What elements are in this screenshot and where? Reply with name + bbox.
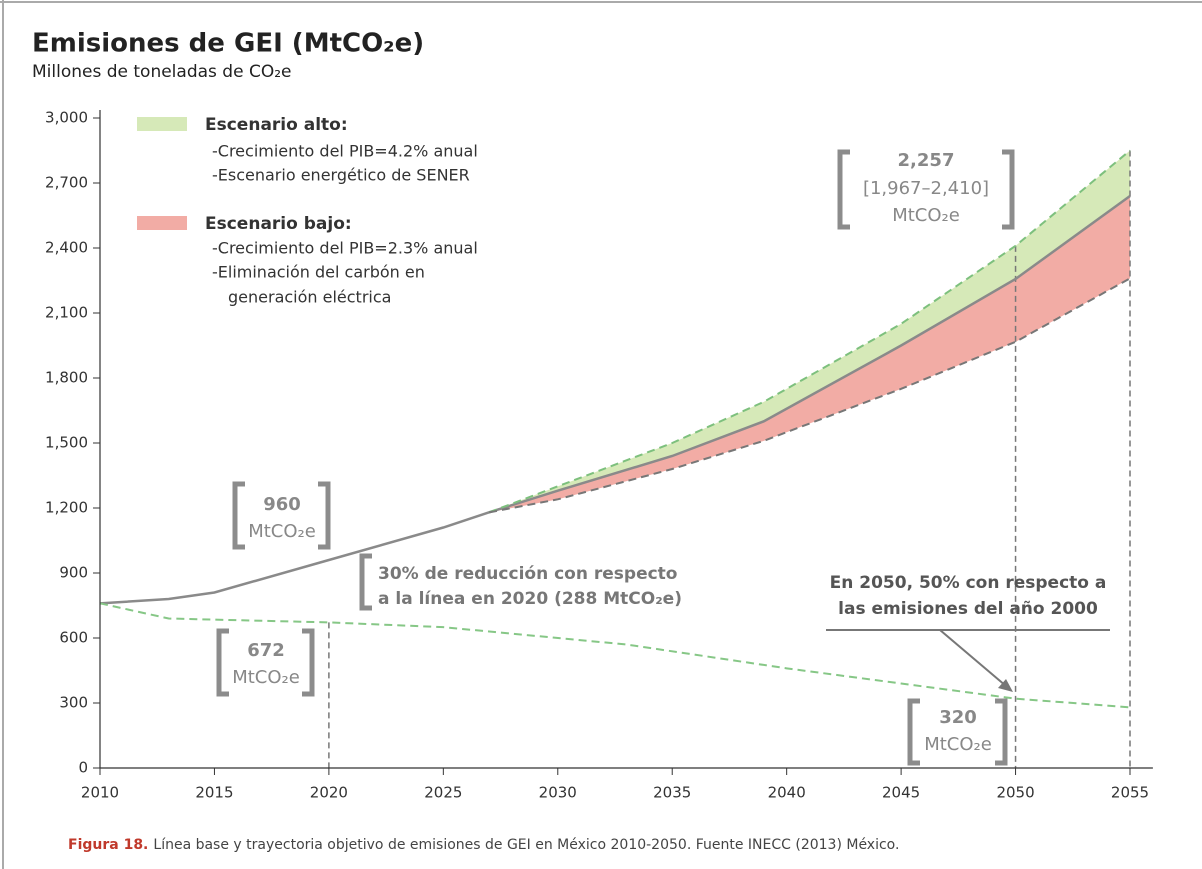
y-tick-label: 2,400: [45, 239, 88, 257]
x-tick-label: 2035: [653, 784, 691, 802]
annotation: 960: [263, 494, 301, 515]
x-tick-label: 2030: [539, 784, 577, 802]
y-tick-label: 300: [59, 694, 88, 712]
annotation-arrow: [939, 629, 1007, 687]
bracket: [359, 553, 372, 611]
annotation: MtCO₂e: [892, 205, 960, 226]
y-tick-label: 2,700: [45, 174, 88, 192]
legend-item: -Crecimiento del PIB=2.3% anual: [212, 239, 478, 258]
x-tick-label: 2010: [81, 784, 119, 802]
x-tick-label: 2025: [424, 784, 462, 802]
x-tick-label: 2020: [310, 784, 348, 802]
legend-item: -Crecimiento del PIB=4.2% anual: [212, 142, 478, 161]
x-tick-label: 2045: [882, 784, 920, 802]
chart-title: Emisiones de GEI (MtCO₂e): [32, 29, 424, 59]
legend-item: generación eléctrica: [228, 288, 391, 307]
annotation: 30% de reducción con respecto: [378, 564, 677, 584]
plot: 0 300 600 900 1,200 1,500 1,800 2,100 2,400 2,700…: [45, 109, 1153, 802]
legend-swatch: [137, 117, 187, 131]
annotation: 2,257: [898, 150, 955, 171]
annotation: MtCO₂e: [232, 667, 300, 688]
caption-label: Figura 18.: [68, 837, 148, 853]
y-tick-label: 900: [59, 564, 88, 582]
series-line: [99, 194, 1131, 605]
y-tick-label: 3,000: [45, 109, 88, 127]
annotation: 320: [939, 707, 977, 728]
series-line: [99, 602, 1131, 709]
annotation: [1,967–2,410]: [863, 178, 989, 199]
bracket: [232, 481, 331, 550]
x-tick-label: 2015: [195, 784, 233, 802]
bracket: [216, 628, 315, 697]
legend-item: -Eliminación del carbón en: [212, 263, 425, 282]
y-tick-label: 1,500: [45, 434, 88, 452]
legend-item: -Escenario energético de SENER: [212, 166, 470, 185]
x-tick-label: 2050: [996, 784, 1034, 802]
caption-text: Línea base y trayectoria objetivo de emi…: [153, 837, 899, 853]
series-line: [488, 149, 1131, 514]
x-tick-label: 2055: [1111, 784, 1149, 802]
bracket: [907, 698, 1008, 766]
annotation: a la línea en 2020 (288 MtCO₂e): [378, 589, 682, 609]
y-tick-label: 0: [78, 759, 88, 777]
chart-subtitle: Millones de toneladas de CO₂e: [32, 62, 291, 82]
x-tick-label: 2040: [768, 784, 806, 802]
y-tick-label: 2,100: [45, 304, 88, 322]
legend-title: Escenario alto:: [205, 115, 348, 135]
y-tick-label: 1,800: [45, 369, 88, 387]
y-tick-label: 600: [59, 629, 88, 647]
caption: Figura 18. Línea base y trayectoria objet…: [68, 837, 899, 853]
series-line: [488, 277, 1131, 514]
bracket: [837, 149, 1015, 230]
arrow-head: [998, 679, 1013, 692]
annotation: MtCO₂e: [924, 734, 992, 755]
legend-title: Escenario bajo:: [205, 214, 352, 234]
legend-swatch: [137, 216, 187, 230]
annotation: 672: [247, 640, 285, 661]
annotation: las emisiones del año 2000: [838, 599, 1098, 619]
annotation: En 2050, 50% con respecto a: [830, 573, 1107, 593]
y-tick-label: 1,200: [45, 499, 88, 517]
annotation: MtCO₂e: [248, 521, 316, 542]
